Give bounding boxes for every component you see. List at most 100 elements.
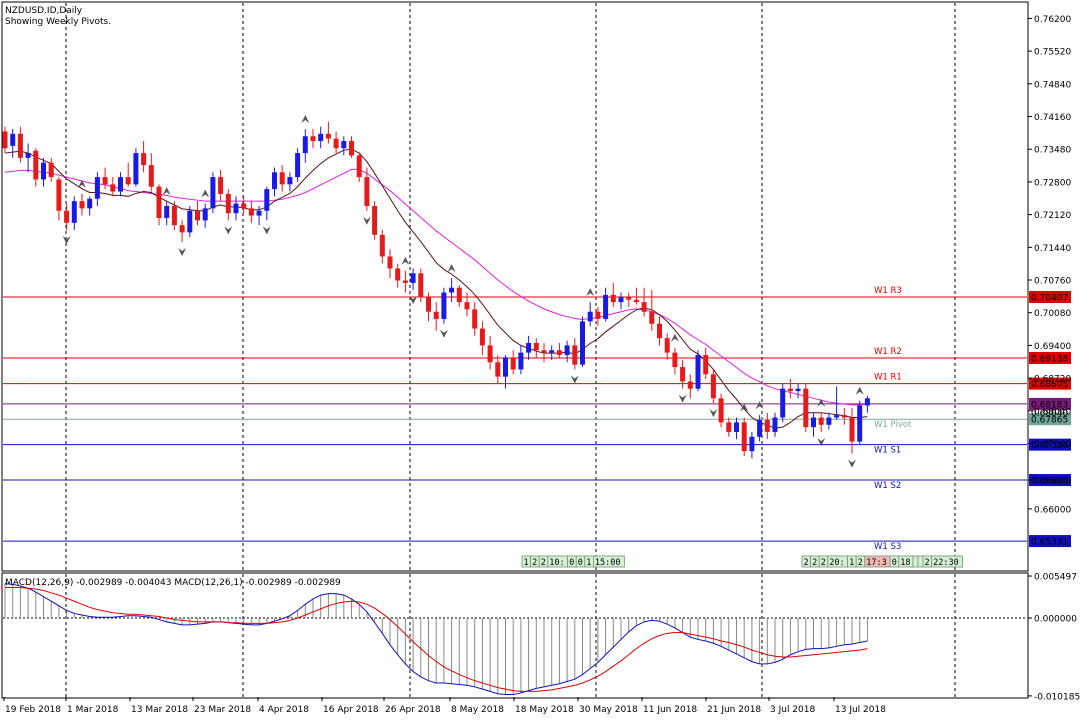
mini-label-text: 1 bbox=[849, 558, 854, 568]
fractal-up-arrow bbox=[755, 401, 764, 410]
pivot-level-name: W1 R3 bbox=[874, 286, 902, 296]
mini-label-cell bbox=[931, 555, 963, 568]
mini-label-text: 17:3 bbox=[866, 558, 886, 568]
fractals-layer bbox=[62, 115, 864, 468]
candle-body bbox=[272, 172, 277, 190]
fractal-up-arrow bbox=[78, 179, 86, 188]
pivot-price-tag bbox=[1029, 290, 1071, 303]
fractal-down-arrow bbox=[224, 226, 233, 235]
grid-layer bbox=[65, 3, 956, 697]
pivot-level-name: W1 Pivot bbox=[874, 420, 912, 430]
candle-body bbox=[757, 419, 763, 437]
price-tick-label: 0.66600 bbox=[1034, 477, 1071, 487]
candle-body bbox=[187, 210, 193, 233]
candle-body bbox=[2, 131, 8, 149]
date-tick-label: 8 May 2018 bbox=[451, 705, 504, 715]
candle-body bbox=[418, 273, 424, 298]
candle-body bbox=[703, 355, 709, 375]
price-tick-label: 0.74160 bbox=[1034, 113, 1071, 123]
date-tick-label: 21 Jun 2018 bbox=[707, 705, 761, 715]
candle-body bbox=[864, 398, 870, 406]
candle-body bbox=[33, 150, 39, 180]
mini-label-text: 2 bbox=[858, 558, 863, 568]
fractal-up-arrow bbox=[855, 386, 864, 395]
candle-body bbox=[672, 352, 678, 368]
candle-body bbox=[826, 417, 832, 425]
pivot-price-label: 0.70407 bbox=[1031, 293, 1068, 303]
candle-body bbox=[71, 201, 77, 223]
fractal-down-arrow bbox=[439, 329, 448, 338]
candle-body bbox=[94, 177, 100, 199]
chart-symbol-title: NZDUSD.ID,Daily bbox=[5, 6, 83, 16]
macd-label: MACD(12,26,9) -0.002989 -0.004043 MACD(1… bbox=[5, 578, 341, 588]
date-tick-label: 4 Apr 2018 bbox=[259, 705, 309, 715]
candle-body bbox=[564, 345, 570, 356]
date-tick-label: 23 Mar 2018 bbox=[194, 705, 251, 715]
price-tick-label: 0.72800 bbox=[1034, 178, 1071, 188]
candle-body bbox=[518, 352, 524, 370]
candle-body bbox=[156, 186, 162, 218]
pivot-price-label: 0.67336 bbox=[1031, 441, 1068, 451]
candle-body bbox=[857, 405, 863, 442]
price-tick-label: 0.68040 bbox=[1034, 407, 1071, 417]
candle-body bbox=[649, 311, 655, 324]
candle-body bbox=[510, 357, 516, 370]
mini-label-text: 2 bbox=[804, 558, 809, 568]
date-tick-label: 18 May 2018 bbox=[515, 705, 574, 715]
fractal-up-arrow bbox=[740, 403, 749, 412]
candle-body bbox=[441, 292, 447, 319]
candle-body bbox=[626, 297, 632, 300]
candle-body bbox=[633, 299, 639, 303]
candle-body bbox=[171, 205, 177, 226]
candle-body bbox=[225, 193, 231, 214]
candle-body bbox=[456, 287, 462, 303]
candle-body bbox=[487, 345, 493, 363]
candle-body bbox=[764, 419, 770, 432]
candle-body bbox=[241, 203, 247, 209]
candle-body bbox=[10, 133, 16, 146]
fractal-down-arrow bbox=[570, 375, 579, 384]
date-tick-label: 3 Jul 2018 bbox=[770, 705, 815, 715]
candle-body bbox=[641, 302, 647, 312]
candle-body bbox=[56, 179, 62, 211]
pivot-price-label: 0.68183 bbox=[1031, 400, 1068, 410]
pivot-level-name: W1 R1 bbox=[874, 373, 902, 383]
candle-body bbox=[687, 381, 693, 389]
fractal-up-arrow bbox=[401, 256, 410, 265]
pivot-price-tag bbox=[1029, 474, 1071, 487]
candle-body bbox=[310, 136, 316, 142]
candle-body bbox=[379, 234, 385, 257]
mini-label-text: 2 bbox=[532, 558, 537, 568]
candle-body bbox=[264, 189, 270, 211]
mini-label-cell bbox=[912, 555, 919, 568]
candle-body bbox=[549, 350, 555, 353]
ma-slow-line bbox=[4, 168, 868, 406]
candle-body bbox=[402, 280, 408, 283]
mini-label-text: 1 bbox=[586, 558, 591, 568]
candle-body bbox=[749, 436, 755, 452]
mini-label-strips: 1 2 2 10: 0 0 1 15:00 2 2 2 20: 1 2 17:3 0 18 2 22:30 bbox=[521, 555, 963, 568]
candle-body bbox=[395, 268, 401, 281]
mini-label-cell bbox=[593, 555, 625, 568]
macd-signal-line bbox=[5, 586, 868, 692]
candle-body bbox=[118, 177, 123, 192]
candle-body bbox=[17, 133, 23, 158]
candle-body bbox=[595, 311, 601, 319]
candle-body bbox=[811, 417, 816, 428]
candle-body bbox=[287, 177, 293, 185]
candle-body bbox=[603, 294, 609, 319]
price-tick-label: 0.70760 bbox=[1034, 277, 1071, 287]
mini-label-text: 2 bbox=[925, 558, 930, 568]
macd-tick-label: 0.000000 bbox=[1034, 615, 1077, 625]
pivot-price-label: 0.67865 bbox=[1031, 416, 1068, 426]
price-tick-label: 0.72120 bbox=[1034, 211, 1071, 221]
mini-label-text: 2 bbox=[821, 558, 826, 568]
fractal-up-arrow bbox=[817, 398, 826, 407]
candle-body bbox=[741, 422, 747, 452]
candles-layer bbox=[2, 121, 870, 459]
candle-body bbox=[41, 162, 46, 180]
mini-label-text: 22:30 bbox=[933, 558, 959, 568]
candle-body bbox=[325, 133, 331, 139]
fractal-down-arrow bbox=[262, 226, 271, 235]
